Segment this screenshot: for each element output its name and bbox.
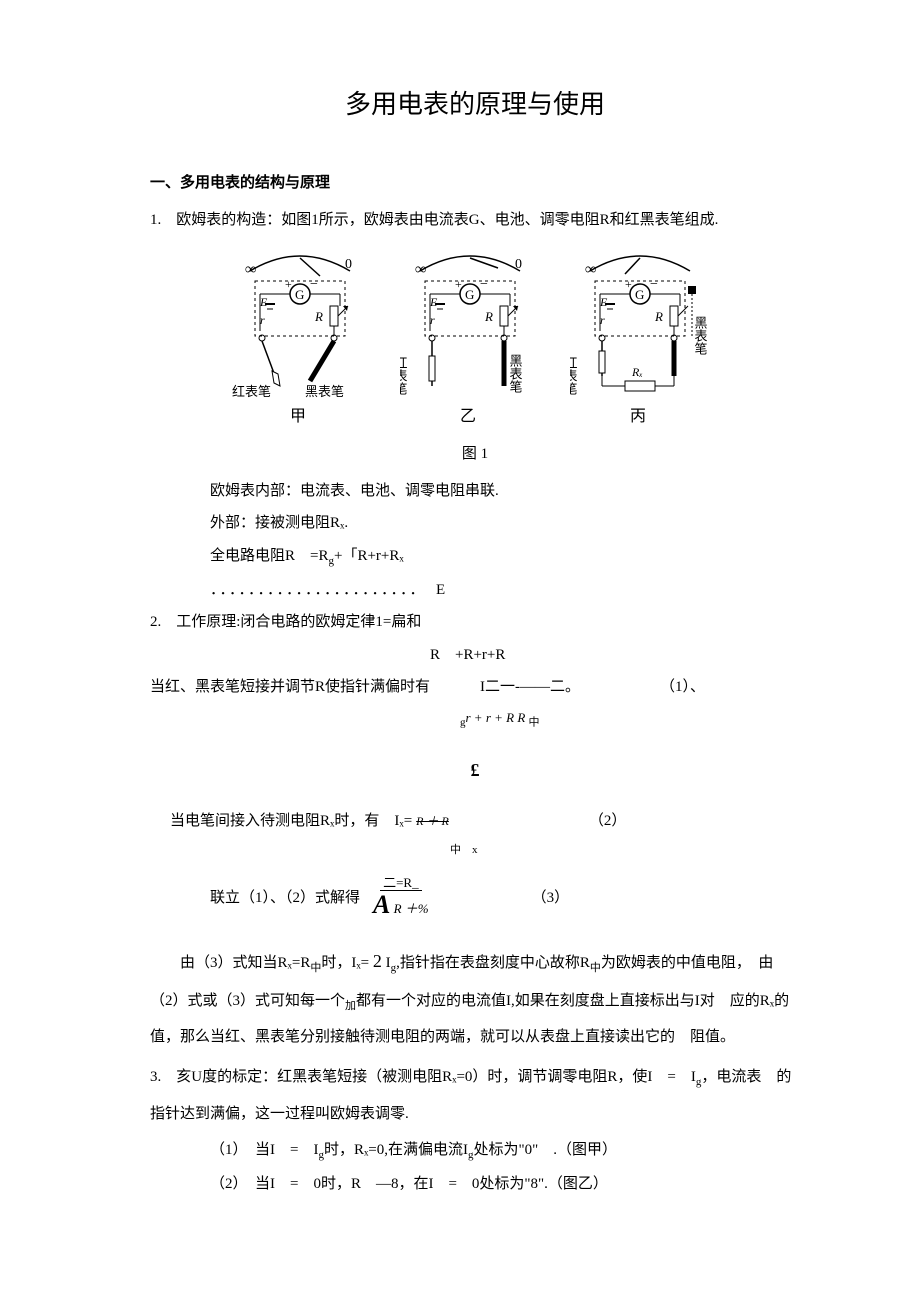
item-1: 1. 欧姆表的构造：如图1所示，欧姆表由电流表G、电池、调零电阻R和红黑表笔组成… bbox=[150, 206, 800, 235]
join-line: 联立（1）、（2）式解得 二=R_ A R ＋% （3） bbox=[210, 876, 800, 920]
svg-text:0: 0 bbox=[345, 257, 352, 272]
svg-text:∞: ∞ bbox=[415, 261, 426, 278]
sub-line-3: 全电路电阻R =Rg+「R+r+Rₓ bbox=[210, 542, 800, 572]
sub-item-1: （1） 当I = Ig时，Rₓ=0,在满偏电流Ig处标为"0" .（图甲） bbox=[210, 1136, 800, 1166]
circuit-panel-yi: ∞ 0 G + − E r R 红表笔 黑表笔 乙 bbox=[400, 246, 540, 436]
svg-text:−: − bbox=[480, 277, 488, 292]
rx-sub: 中 x bbox=[450, 840, 800, 861]
svg-text:红表笔: 红表笔 bbox=[232, 384, 271, 399]
sub-line-1: 欧姆表内部：电流表、电池、调零电阻串联. bbox=[210, 477, 800, 506]
sub-item-2: （2） 当I = 0时，R —8，在I = 0处标为"8".（图乙） bbox=[210, 1170, 800, 1199]
svg-text:E: E bbox=[259, 295, 268, 309]
svg-text:G: G bbox=[635, 287, 644, 302]
svg-text:红表笔: 红表笔 bbox=[400, 356, 408, 396]
svg-text:0: 0 bbox=[515, 257, 522, 272]
svg-text:丙: 丙 bbox=[630, 408, 646, 425]
circuit-panel-jia: ∞ 0 G + − E r R 红表笔 黑表笔 甲 bbox=[230, 246, 370, 436]
pound-symbol: £ bbox=[150, 753, 800, 787]
svg-text:−: − bbox=[310, 277, 318, 292]
figure-caption: 图 1 bbox=[150, 440, 800, 469]
svg-text:R: R bbox=[314, 309, 323, 324]
dots-line: ．．．．．．．．．．．．．．．．．．．．．． E bbox=[210, 576, 800, 605]
svg-text:r: r bbox=[600, 313, 605, 327]
svg-text:黑表笔: 黑表笔 bbox=[693, 316, 708, 355]
svg-text:+: + bbox=[625, 277, 632, 291]
svg-text:R: R bbox=[484, 309, 493, 324]
svg-text:R: R bbox=[654, 309, 663, 324]
short-line: 当红、黑表笔短接并调节R使指针满偏时有 I二一-——二。 （1）、 bbox=[150, 673, 800, 702]
section-heading: 一、多用电表的结构与原理 bbox=[150, 169, 800, 198]
svg-text:E: E bbox=[429, 295, 438, 309]
svg-text:黑表笔: 黑表笔 bbox=[508, 354, 523, 393]
svg-text:G: G bbox=[465, 287, 474, 302]
svg-text:+: + bbox=[285, 277, 292, 291]
item-2-eq: R +R+r+R bbox=[430, 641, 800, 670]
sub-line-2: 外部：接被测电阻Rₓ. bbox=[210, 509, 800, 538]
svg-text:G: G bbox=[295, 287, 304, 302]
svg-text:乙: 乙 bbox=[460, 408, 476, 425]
svg-text:甲: 甲 bbox=[290, 408, 306, 425]
svg-text:+: + bbox=[455, 277, 462, 291]
figure-1: ∞ 0 G + − E r R 红表笔 黑表笔 甲 ∞ 0 bbox=[150, 246, 800, 436]
svg-text:黑表笔: 黑表笔 bbox=[305, 384, 344, 399]
item-2: 2. 工作原理:闭合电路的欧姆定律1=扁和 bbox=[150, 608, 800, 637]
para-3: 由（3）式知当Rₓ=R中时，Iₓ= 2 Ig,指针指在表盘刻度中心故称R中为欧姆… bbox=[150, 940, 800, 1056]
svg-text:E: E bbox=[599, 295, 608, 309]
svg-text:r: r bbox=[430, 313, 435, 327]
svg-text:红表笔: 红表笔 bbox=[570, 356, 578, 396]
rx-line: 当电笔间接入待测电阻Rₓ时，有 Iₓ= R ＋ R （2） bbox=[170, 807, 800, 836]
page-title: 多用电表的原理与使用 bbox=[150, 80, 800, 129]
circuit-panel-bing: ∞ G + − E r R Rₓ 红表笔 黑表笔 丙 bbox=[570, 246, 720, 436]
item-3: 3. 亥U度的标定：红黑表笔短接（被测电阻Rₓ=0）时，调节调零电阻R，使I =… bbox=[150, 1059, 800, 1131]
svg-text:∞: ∞ bbox=[585, 261, 596, 278]
short-line-sub: gr + r + R R 中 bbox=[460, 706, 800, 733]
svg-text:r: r bbox=[260, 313, 265, 327]
svg-text:Rₓ: Rₓ bbox=[631, 365, 643, 379]
svg-text:−: − bbox=[650, 277, 658, 292]
svg-text:∞: ∞ bbox=[245, 261, 256, 278]
